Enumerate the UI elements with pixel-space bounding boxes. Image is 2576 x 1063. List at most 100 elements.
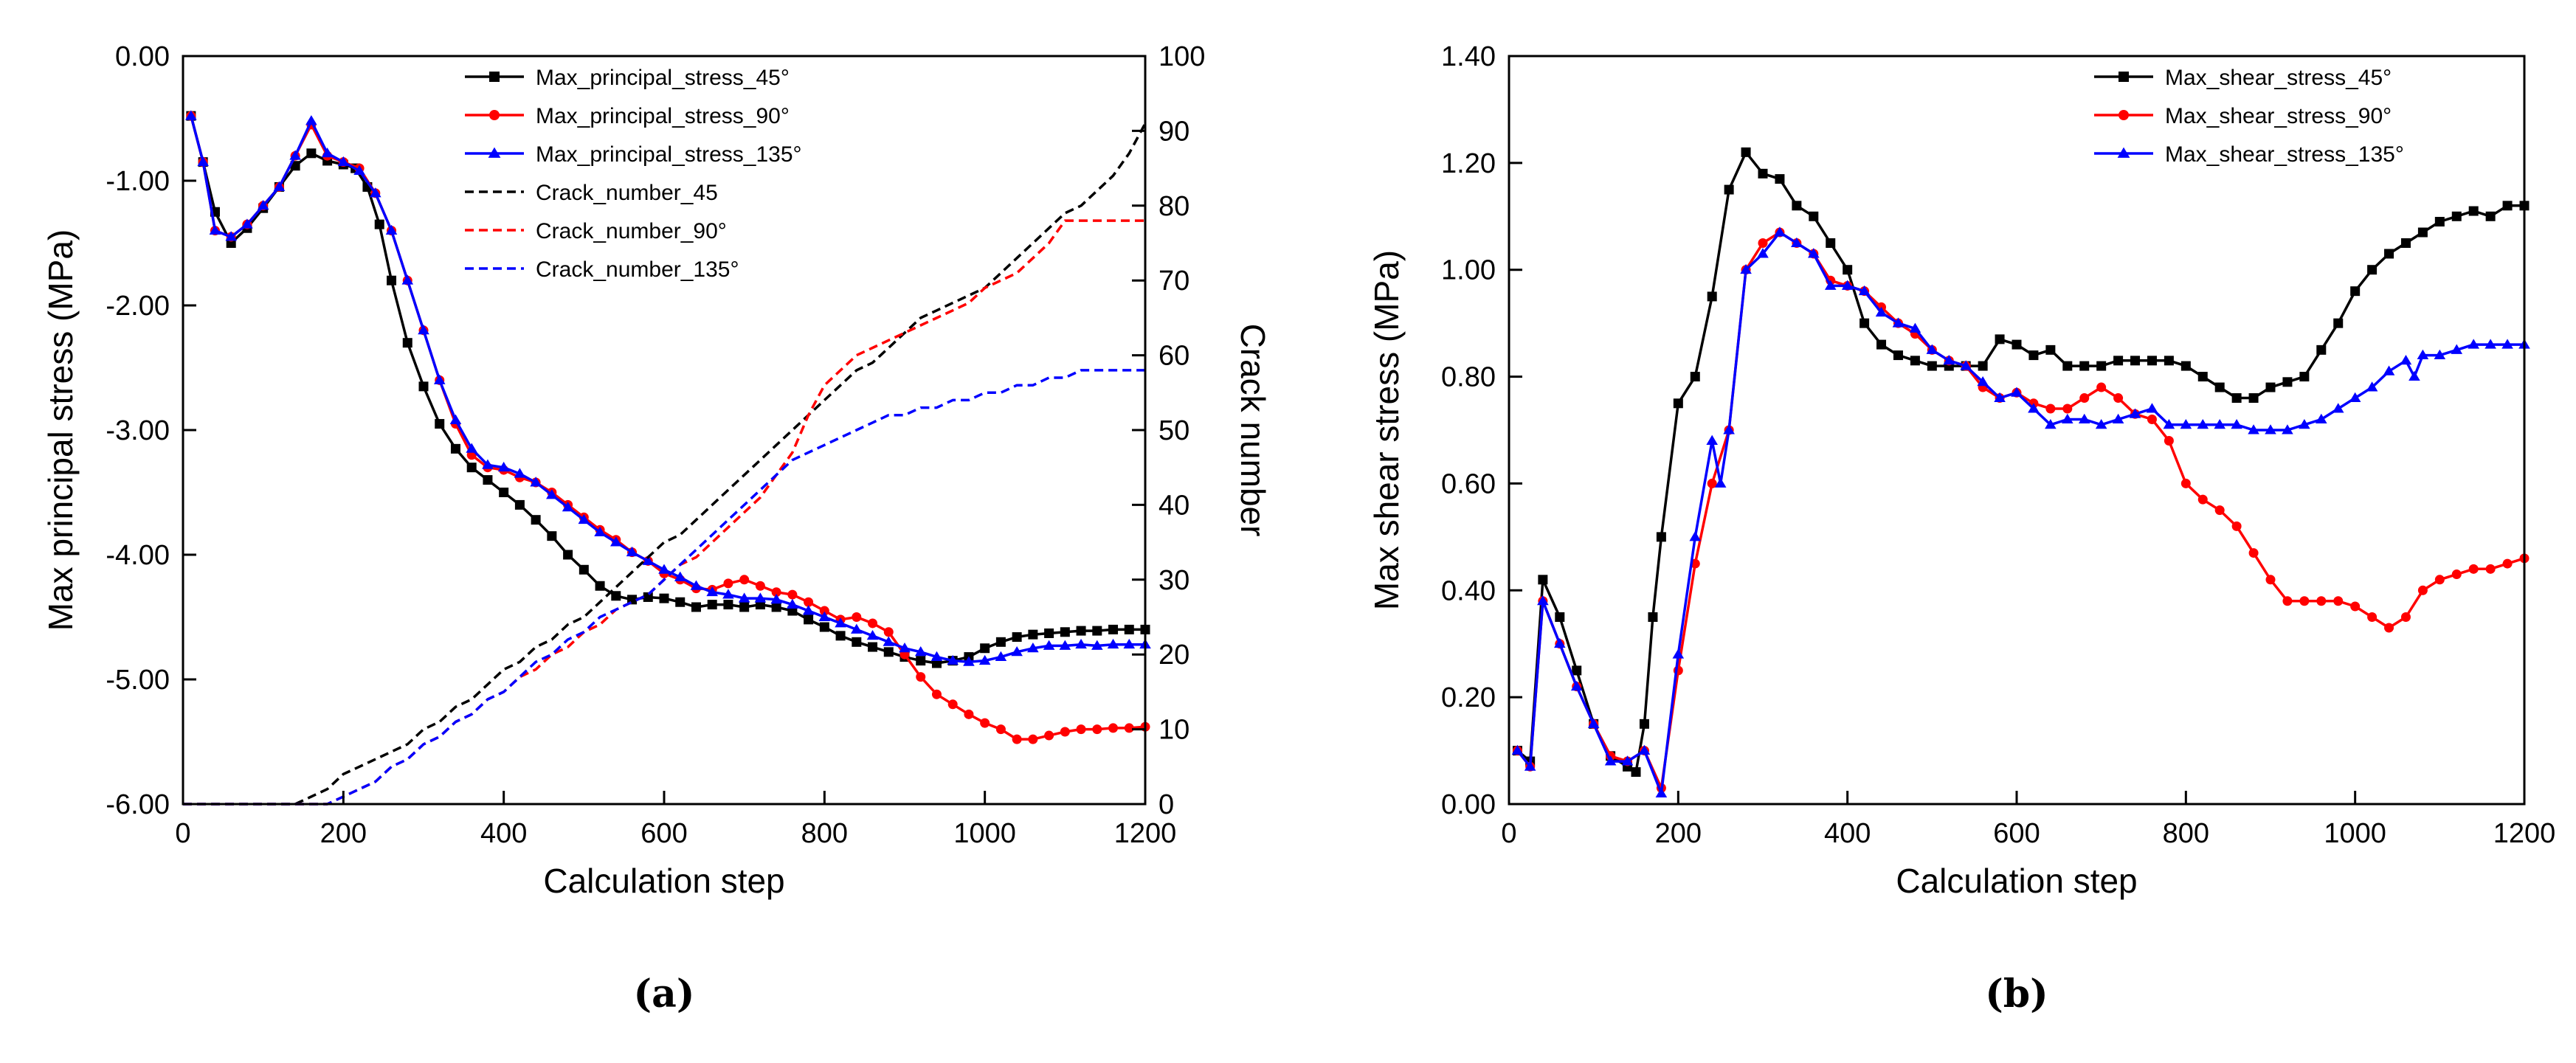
legend-item: Crack_number_45	[465, 181, 718, 205]
data-point	[2501, 339, 2513, 349]
data-point	[2417, 349, 2429, 360]
data-point	[2349, 392, 2361, 403]
data-point	[2333, 596, 2344, 606]
y-tick-label: 0.20	[1441, 682, 1496, 713]
data-point	[2079, 393, 2090, 404]
data-point	[2095, 418, 2107, 429]
data-point	[209, 224, 221, 235]
chart-a-series-layer	[183, 110, 1151, 806]
y2-tick-label: 100	[1158, 41, 1205, 72]
data-point	[2366, 381, 2378, 392]
data-point	[1858, 285, 1871, 296]
data-point	[658, 564, 670, 574]
data-point	[578, 513, 590, 524]
data-point	[883, 647, 894, 657]
data-point	[1639, 719, 1649, 729]
data-point	[2316, 344, 2327, 355]
legend-label: Crack_number_45	[536, 181, 718, 205]
data-point	[675, 597, 686, 607]
data-point	[1631, 767, 1641, 778]
data-point	[2079, 361, 2090, 371]
data-point	[835, 631, 846, 641]
data-point	[2231, 418, 2242, 429]
data-point	[2062, 404, 2073, 414]
data-point	[1707, 291, 1717, 302]
data-point	[1075, 638, 1087, 649]
data-point	[579, 564, 589, 575]
data-point	[2113, 393, 2124, 404]
y-tick-label: 1.00	[1441, 255, 1496, 286]
data-point	[1995, 334, 2005, 344]
data-point	[1910, 356, 1920, 366]
y-tick-label: 0.00	[115, 41, 170, 72]
data-point	[2180, 361, 2191, 371]
data-point	[2045, 418, 2057, 429]
data-point	[562, 501, 574, 512]
legend-label: Max_shear_stress_135°	[2165, 142, 2404, 167]
data-point	[1092, 626, 1102, 636]
data-point	[1757, 248, 1769, 258]
x-tick-label: 0	[1501, 818, 1516, 849]
legend-item: Max_shear_stress_90°	[2094, 104, 2392, 128]
series-crack-number-135	[183, 369, 1145, 806]
data-point	[626, 546, 638, 557]
data-point	[1791, 237, 1803, 247]
data-point	[2028, 403, 2040, 413]
legend-item: Crack_number_90°	[465, 219, 727, 243]
data-point	[435, 419, 445, 429]
data-point	[401, 274, 414, 285]
data-point	[995, 637, 1006, 647]
x-tick-label: 800	[2163, 818, 2209, 849]
data-point	[257, 200, 269, 210]
legend-label: Max_shear_stress_90°	[2165, 104, 2392, 128]
data-point	[1707, 478, 1717, 488]
legend-label: Max_principal_stress_90°	[536, 104, 790, 128]
x-tick-label: 600	[1993, 818, 2040, 849]
data-point	[514, 468, 526, 478]
y-tick-label: 0.40	[1441, 575, 1496, 606]
y-tick-label: 1.20	[1441, 148, 1496, 179]
y2-tick-label: 70	[1158, 266, 1189, 297]
data-point	[2316, 413, 2327, 423]
data-point	[2485, 211, 2496, 221]
legend-item: Crack_number_135°	[465, 257, 739, 282]
y-tick-label: -2.00	[106, 291, 170, 322]
data-point	[2180, 478, 2191, 488]
data-point	[1107, 638, 1119, 649]
data-point	[916, 656, 926, 666]
y-tick-label: -5.00	[106, 665, 170, 696]
data-point	[1672, 648, 1685, 659]
data-point	[964, 709, 974, 719]
data-point	[2299, 596, 2310, 606]
data-point	[2350, 286, 2361, 297]
data-point	[980, 718, 990, 728]
data-point	[1706, 434, 1718, 445]
data-point	[2078, 413, 2090, 423]
y2-tick-label: 30	[1158, 565, 1189, 596]
data-point	[1758, 168, 1768, 179]
chart-a-x-axis-title: Calculation step	[543, 862, 784, 900]
data-point	[2163, 418, 2175, 429]
data-point	[2248, 548, 2259, 558]
data-point	[690, 580, 702, 590]
data-point	[2282, 377, 2293, 387]
data-point	[1554, 637, 1566, 648]
data-point	[499, 488, 509, 497]
data-point	[818, 611, 831, 621]
data-point	[868, 642, 878, 652]
x-tick-label: 0	[175, 818, 190, 849]
data-point	[530, 477, 542, 487]
chart-b-axes-ticks: 0 200 400 600 800 1000 1200 0.00 0.20 0.40 0.60 0.8…	[1441, 41, 2555, 849]
data-point	[2265, 424, 2276, 434]
chart-b-legend: Max_shear_stress_45° Max_shear_stress_90°…	[2094, 66, 2404, 167]
data-point	[594, 526, 606, 537]
data-point	[1690, 372, 1700, 382]
data-point	[947, 654, 959, 665]
y-tick-label: -4.00	[106, 540, 170, 571]
data-point	[1555, 612, 1565, 622]
chart-a-y2-axis-title: Crack number	[1234, 324, 1272, 537]
data-point	[2367, 265, 2378, 275]
data-point	[1960, 360, 1972, 370]
